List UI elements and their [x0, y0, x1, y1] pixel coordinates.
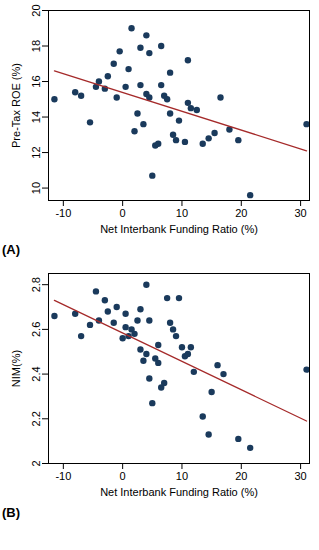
svg-text:20: 20 [235, 207, 247, 219]
svg-text:16: 16 [30, 75, 42, 87]
svg-text:10: 10 [30, 182, 42, 194]
svg-text:2.8: 2.8 [30, 277, 42, 292]
svg-text:2.6: 2.6 [30, 322, 42, 337]
svg-text:Net Interbank Funding Ratio (%: Net Interbank Funding Ratio (%) [100, 486, 258, 498]
svg-text:10: 10 [176, 470, 188, 482]
svg-text:30: 30 [294, 470, 306, 482]
html-text:(B): (B) [2, 505, 20, 520]
html-text:(A): (A) [2, 242, 20, 257]
svg-text:2: 2 [30, 460, 42, 466]
svg-text:2.2: 2.2 [30, 411, 42, 426]
svg-text:Pre-Tax ROE (%): Pre-Tax ROE (%) [10, 63, 22, 148]
svg-text:0: 0 [120, 207, 126, 219]
svg-text:0: 0 [120, 470, 126, 482]
svg-text:2.4: 2.4 [30, 366, 42, 381]
svg-text:18: 18 [30, 40, 42, 52]
svg-text:-10: -10 [55, 470, 71, 482]
svg-text:-10: -10 [55, 207, 71, 219]
svg-text:12: 12 [30, 146, 42, 158]
svg-text:20: 20 [30, 4, 42, 16]
svg-text:10: 10 [176, 207, 188, 219]
svg-text:Net Interbank Funding Ratio (%: Net Interbank Funding Ratio (%) [100, 223, 258, 235]
svg-text:NIM(%): NIM(%) [10, 350, 22, 387]
svg-text:14: 14 [30, 111, 42, 123]
svg-text:30: 30 [294, 207, 306, 219]
svg-text:20: 20 [235, 470, 247, 482]
